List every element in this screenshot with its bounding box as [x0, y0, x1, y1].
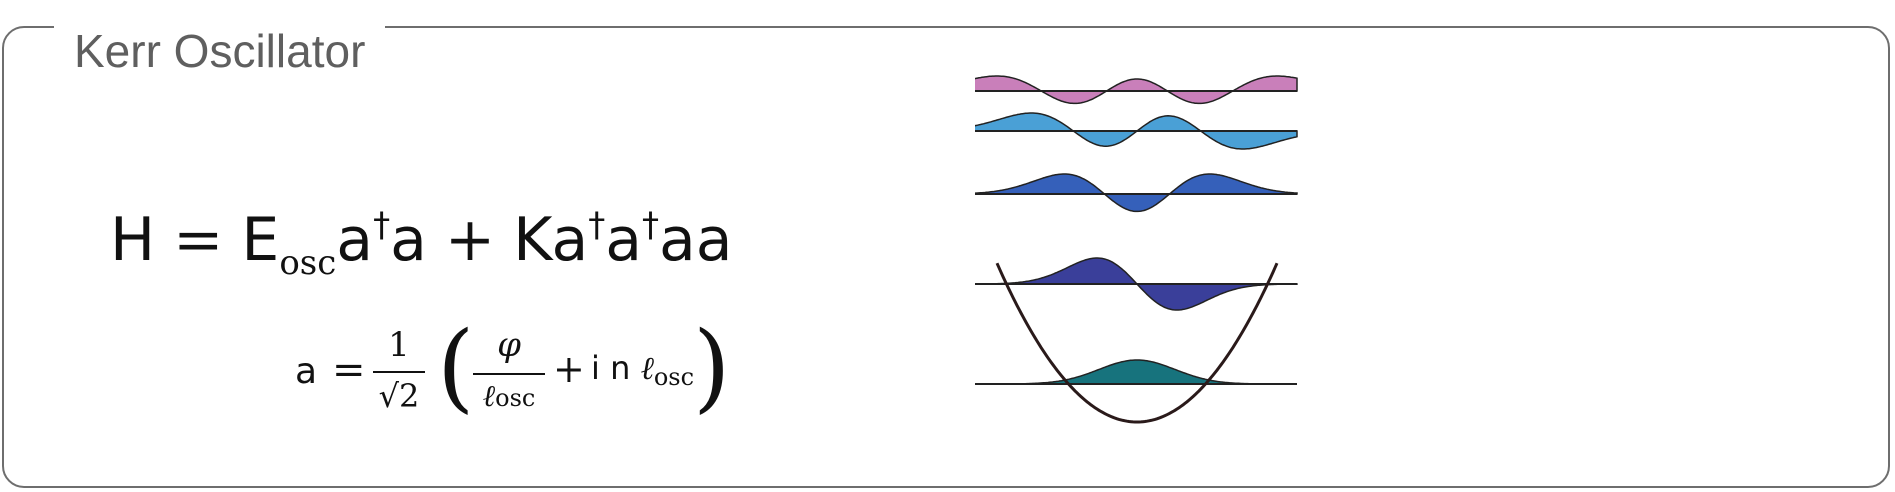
oscillator-wavefunction-diagram [975, 75, 1298, 424]
wavefunction-level-0 [975, 359, 1297, 385]
ladder-lhs: a [295, 351, 318, 392]
ladder-equals: = [332, 347, 366, 393]
creation-a-2: a [551, 205, 589, 275]
ell-subscript: osc [495, 384, 536, 412]
energy-subscript: osc [279, 243, 337, 283]
dagger-2: † [588, 205, 606, 245]
creation-a-3: a [605, 205, 642, 275]
potential-well-curve [995, 262, 1279, 424]
plus-sign: + [444, 205, 496, 275]
phi-numerator: φ [497, 325, 521, 365]
equals-sign: = [173, 205, 224, 275]
dagger-1: † [373, 205, 391, 245]
left-paren: ( [437, 311, 475, 423]
hamiltonian-h: H [110, 205, 156, 275]
fraction-bar-2 [473, 373, 545, 375]
wavefunction-level-2 [975, 173, 1298, 213]
right-paren: ) [693, 311, 731, 423]
ladder-operator-equation: a = 1 √2 ( φ ℓosc + i n ℓosc ) [295, 317, 735, 435]
ell-symbol: ℓ [482, 379, 496, 414]
ladder-plus: + [553, 347, 585, 391]
in-text: i n [591, 349, 641, 387]
ladder-imaginary-term: i n ℓosc [591, 349, 694, 391]
fraction-numerator: 1 [388, 325, 410, 365]
hamiltonian-equation: H = Eosca†a + Ka†a†aa [110, 205, 733, 284]
fraction-one-over-root-two: 1 √2 [373, 325, 425, 415]
creation-a: a [336, 205, 374, 275]
fraction-phi-over-ell: φ ℓosc [473, 325, 545, 414]
energy-symbol: E [241, 205, 280, 275]
kerr-k: K [513, 205, 552, 275]
annihilation-aa: aa [659, 205, 733, 275]
dagger-3: † [642, 205, 659, 245]
panel-title: Kerr Oscillator [54, 26, 386, 76]
ell-symbol-2: ℓ [640, 349, 654, 387]
wavefunction-level-4 [975, 75, 1298, 105]
ell-subscript-2: osc [653, 363, 695, 391]
annihilation-a: a [390, 205, 427, 275]
fraction-bar [373, 371, 425, 373]
kerr-oscillator-panel: Kerr Oscillator [2, 26, 1890, 488]
fraction-denominator: √2 [378, 377, 420, 415]
ell-denominator: ℓosc [473, 379, 545, 414]
